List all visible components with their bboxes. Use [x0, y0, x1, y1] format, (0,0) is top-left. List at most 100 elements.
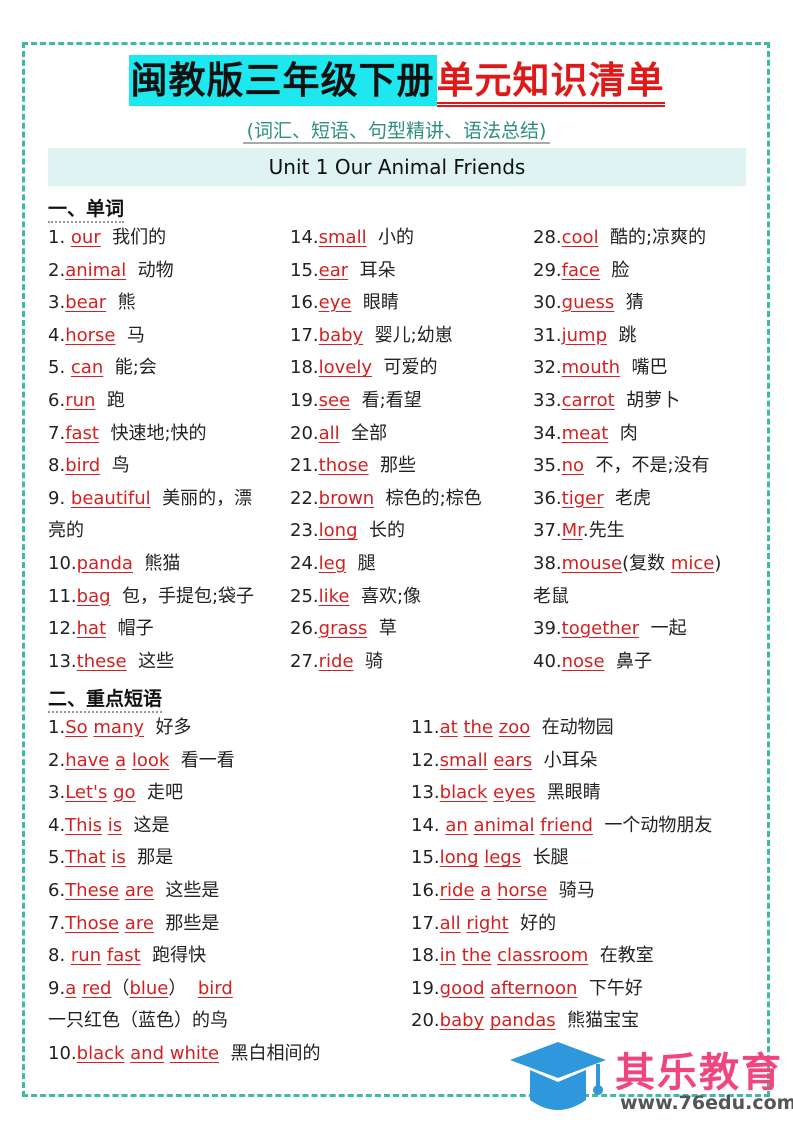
english-term: bird [197, 977, 233, 999]
item-text: 这些 [126, 650, 175, 672]
word-item: 15.ear 耳朵 [290, 255, 525, 288]
item-text: 4. [48, 814, 66, 836]
item-text: 动物 [126, 259, 174, 281]
word-item: 1. our 我们的 [48, 222, 278, 255]
item-text: 小的 [366, 227, 415, 248]
word-item: 26.grass 草 [290, 613, 525, 646]
english-term: Mr [561, 520, 583, 542]
item-text: 8. [48, 455, 66, 477]
english-term: the [463, 717, 494, 738]
item-text: 40. [533, 650, 562, 672]
phrases-column-1: 1.So many 好多 2.have a look 看一看 3.Let's go … [48, 712, 403, 1071]
item-text: 猜 [614, 292, 644, 314]
english-term: lovely [318, 357, 373, 379]
word-item: 33.carrot 胡萝卜 [533, 385, 753, 418]
phrase-item: 15.long legs 长腿 [411, 842, 751, 875]
title-red: 单元知识清单 [436, 59, 665, 107]
item-text: 那些 [368, 455, 417, 477]
item-text: 16. [290, 292, 319, 314]
english-term: ride [318, 650, 354, 672]
phrase-item: 13.black eyes 黑眼睛 [411, 777, 751, 810]
item-text: 9. [48, 977, 66, 999]
english-term: bag [76, 585, 111, 607]
english-term: together [561, 618, 640, 640]
item-text: 胡萝卜 [614, 389, 681, 411]
phrase-item: 14. an animal friend 一个动物朋友 [411, 810, 751, 843]
phrases-heading: 二、重点短语 [48, 684, 163, 713]
word-item: 24.leg 腿 [290, 548, 525, 581]
english-term: is [111, 847, 126, 869]
item-text: 32. [533, 357, 562, 379]
item-text: 30. [533, 292, 562, 314]
phrase-item: 17.all right 好的 [411, 908, 751, 941]
item-text: 39. [533, 618, 562, 640]
item-text: 7. [48, 422, 66, 444]
english-term: animal [65, 259, 127, 281]
english-term: a [480, 879, 492, 901]
title-highlighted: 闽教版三年级下册 [128, 55, 437, 106]
item-text: 36. [533, 487, 562, 509]
english-term: mouth [561, 357, 621, 379]
item-text: (复数 [622, 552, 671, 574]
item-text: ) [714, 552, 722, 574]
english-term: grass [318, 618, 368, 640]
english-term: the [461, 945, 492, 967]
item-text: 17. [411, 912, 440, 934]
english-term: eyes [493, 782, 536, 804]
item-text: 亮的 [48, 520, 84, 542]
english-term: mice [670, 552, 715, 574]
item-text: 20. [290, 422, 319, 444]
word-item: 9. beautiful 美丽的，漂 亮的 [48, 483, 278, 548]
item-text: 18. [411, 945, 440, 967]
english-term: mouse [561, 552, 623, 574]
item-text: 14. [411, 814, 446, 836]
word-item: 35.no 不，不是;没有 [533, 450, 753, 483]
item-text: 5. [48, 847, 66, 869]
english-term: brown [318, 487, 375, 509]
word-item: 3.bear 熊 [48, 287, 278, 320]
item-text: 那是 [125, 847, 174, 869]
word-item: 7.fast 快速地;快的 [48, 418, 278, 451]
word-item: 17.baby 婴儿;幼崽 [290, 320, 525, 353]
item-text: 4. [48, 324, 66, 346]
phrase-item: 10.black and white 黑白相间的 [48, 1038, 403, 1071]
words-column-3: 28.cool 酷的;凉爽的 29.face 脸 30.guess 猜 31.jump… [533, 222, 753, 678]
word-item: 16.eye 眼睛 [290, 287, 525, 320]
item-text: 18. [290, 357, 319, 379]
item-text: 走吧 [135, 782, 183, 804]
item-text: 3. [48, 782, 66, 804]
item-text: 我们的 [100, 227, 167, 248]
phrase-item: 19.good afternoon 下午好 [411, 973, 751, 1006]
item-text: 鼻子 [604, 650, 652, 672]
item-text: 31. [533, 324, 562, 346]
item-text: 酷的;凉爽的 [598, 227, 707, 248]
item-text: 能;会 [103, 357, 157, 379]
english-term: This [65, 814, 102, 836]
item-text: 19. [290, 389, 319, 411]
english-term: run [65, 389, 96, 411]
item-text: 6. [48, 389, 66, 411]
words-heading: 一、单词 [48, 194, 125, 223]
item-text: 看一看 [169, 749, 235, 771]
word-item: 2.animal 动物 [48, 255, 278, 288]
item-text: 25. [290, 585, 319, 607]
page-title: 闽教版三年级下册单元知识清单 [0, 50, 793, 107]
item-text: 15. [411, 847, 440, 869]
item-text: 2. [48, 749, 66, 771]
english-term: face [561, 259, 600, 281]
english-term: no [561, 455, 585, 477]
words-column-2: 14.small 小的 15.ear 耳朵 16.eye 眼睛 17.baby 婴儿;… [290, 222, 525, 678]
item-text: 9. [48, 487, 71, 509]
english-term: bird [65, 455, 101, 477]
english-term: zoo [498, 717, 531, 738]
english-term: horse [497, 879, 548, 901]
item-text: 1. [48, 227, 71, 248]
english-term: legs [484, 847, 522, 869]
item-text: 跳 [607, 324, 637, 346]
item-text: 老虎 [603, 487, 652, 509]
english-term: tiger [561, 487, 604, 509]
word-item: 40.nose 鼻子 [533, 646, 753, 679]
item-text: 12. [411, 749, 440, 771]
item-text: 熊猫 [132, 552, 181, 574]
